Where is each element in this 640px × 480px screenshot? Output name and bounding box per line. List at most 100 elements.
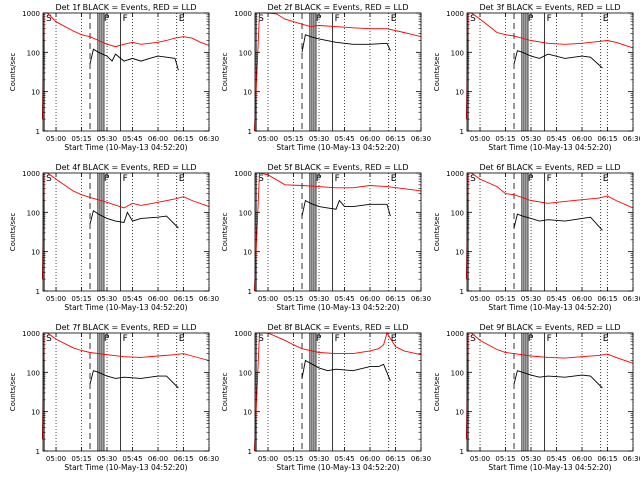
- x-tick-label: 06:15: [597, 455, 617, 463]
- x-tick-label: 05:45: [334, 455, 354, 463]
- x-tick-label: 05:45: [546, 455, 566, 463]
- series-line-black: [301, 199, 391, 217]
- marker-label-e: E: [391, 334, 397, 344]
- x-tick-label: 06:30: [623, 455, 640, 463]
- y-tick-label: 1000: [234, 330, 252, 338]
- x-tick-label: 06:30: [411, 295, 431, 303]
- series-line-red: [465, 12, 634, 120]
- marker-label-s: S: [46, 174, 52, 184]
- chart-title: Det 3f BLACK = Events, RED = LLD: [479, 3, 620, 12]
- x-tick-label: 05:15: [495, 295, 515, 303]
- marker-label-e: E: [603, 334, 609, 344]
- x-axis-label: Start Time (10-May-13 04:52:20): [64, 303, 187, 312]
- marker-label-f: F: [123, 14, 128, 24]
- x-tick-label: 06:00: [572, 295, 592, 303]
- x-tick-label: 05:45: [122, 295, 142, 303]
- x-tick-label: 06:30: [411, 455, 431, 463]
- y-tick-label: 100: [451, 369, 464, 377]
- marker-label-e: E: [179, 174, 185, 184]
- series-line-red: [253, 172, 422, 292]
- marker-label-s: S: [470, 334, 476, 344]
- x-tick-label: 05:00: [46, 455, 66, 463]
- y-tick-label: 100: [27, 49, 40, 57]
- y-tick-label: 1000: [22, 330, 40, 338]
- marker-label-s: S: [258, 334, 264, 344]
- marker-label-s: S: [46, 14, 52, 24]
- chart-title: Det 6f BLACK = Events, RED = LLD: [479, 163, 620, 172]
- marker-label-p: P: [528, 14, 534, 24]
- x-tick-label: 05:00: [46, 135, 66, 143]
- chart-title: Det 7f BLACK = Events, RED = LLD: [55, 323, 196, 332]
- marker-label-f: F: [547, 334, 552, 344]
- x-tick-label: 05:30: [309, 455, 329, 463]
- y-axis-label: Counts/sec: [221, 53, 229, 92]
- x-tick-label: 05:15: [283, 455, 303, 463]
- y-axis-label: Counts/sec: [433, 53, 441, 92]
- x-tick-label: 05:30: [97, 135, 117, 143]
- chart-title: Det 8f BLACK = Events, RED = LLD: [267, 323, 408, 332]
- plot-frame: [466, 172, 634, 292]
- series-line-red: [253, 12, 422, 132]
- x-tick-label: 05:45: [546, 135, 566, 143]
- y-tick-label: 10: [243, 89, 252, 97]
- x-tick-label: 06:00: [360, 135, 380, 143]
- x-tick-label: 05:15: [71, 295, 91, 303]
- y-axis-label: Counts/sec: [9, 53, 17, 92]
- y-axis-label: Counts/sec: [433, 213, 441, 252]
- y-tick-label: 1: [460, 448, 464, 456]
- y-tick-label: 100: [239, 49, 252, 57]
- chart-title: Det 1f BLACK = Events, RED = LLD: [55, 3, 196, 12]
- y-tick-label: 100: [27, 209, 40, 217]
- x-tick-label: 05:30: [521, 135, 541, 143]
- x-axis-label: Start Time (10-May-13 04:52:20): [64, 463, 187, 472]
- marker-label-f: F: [335, 14, 340, 24]
- x-tick-label: 06:00: [148, 135, 168, 143]
- x-tick-label: 06:30: [623, 135, 640, 143]
- y-tick-label: 1: [36, 448, 40, 456]
- x-tick-label: 06:30: [199, 135, 219, 143]
- y-tick-label: 1000: [22, 170, 40, 178]
- x-tick-label: 06:30: [199, 455, 219, 463]
- x-tick-label: 05:30: [97, 295, 117, 303]
- marker-label-s: S: [258, 14, 264, 24]
- y-tick-label: 10: [31, 89, 40, 97]
- x-axis-label: Start Time (10-May-13 04:52:20): [488, 143, 611, 152]
- x-tick-label: 05:00: [46, 295, 66, 303]
- marker-label-p: P: [528, 334, 534, 344]
- marker-label-e: E: [179, 334, 185, 344]
- x-tick-label: 05:30: [309, 135, 329, 143]
- plot-frame: [42, 332, 210, 452]
- y-tick-label: 10: [455, 409, 464, 417]
- series-line-black: [513, 370, 603, 389]
- x-tick-label: 06:00: [572, 455, 592, 463]
- plot-frame: [42, 12, 210, 132]
- series-line-black: [301, 359, 391, 382]
- y-tick-label: 100: [451, 49, 464, 57]
- x-tick-label: 06:15: [597, 295, 617, 303]
- x-tick-label: 06:15: [385, 135, 405, 143]
- y-tick-label: 1000: [446, 330, 464, 338]
- series-line-black: [513, 50, 603, 69]
- y-axis-label: Counts/sec: [9, 373, 17, 412]
- marker-label-p: P: [104, 334, 110, 344]
- y-axis-label: Counts/sec: [221, 373, 229, 412]
- plot-frame: [254, 332, 422, 452]
- x-tick-label: 05:15: [283, 135, 303, 143]
- x-tick-label: 05:45: [546, 295, 566, 303]
- y-tick-label: 1000: [446, 170, 464, 178]
- x-axis-label: Start Time (10-May-13 04:52:20): [488, 303, 611, 312]
- y-tick-label: 1: [36, 288, 40, 296]
- marker-label-f: F: [123, 334, 128, 344]
- x-tick-label: 05:30: [521, 295, 541, 303]
- x-axis-label: Start Time (10-May-13 04:52:20): [488, 463, 611, 472]
- series-line-red: [41, 172, 210, 280]
